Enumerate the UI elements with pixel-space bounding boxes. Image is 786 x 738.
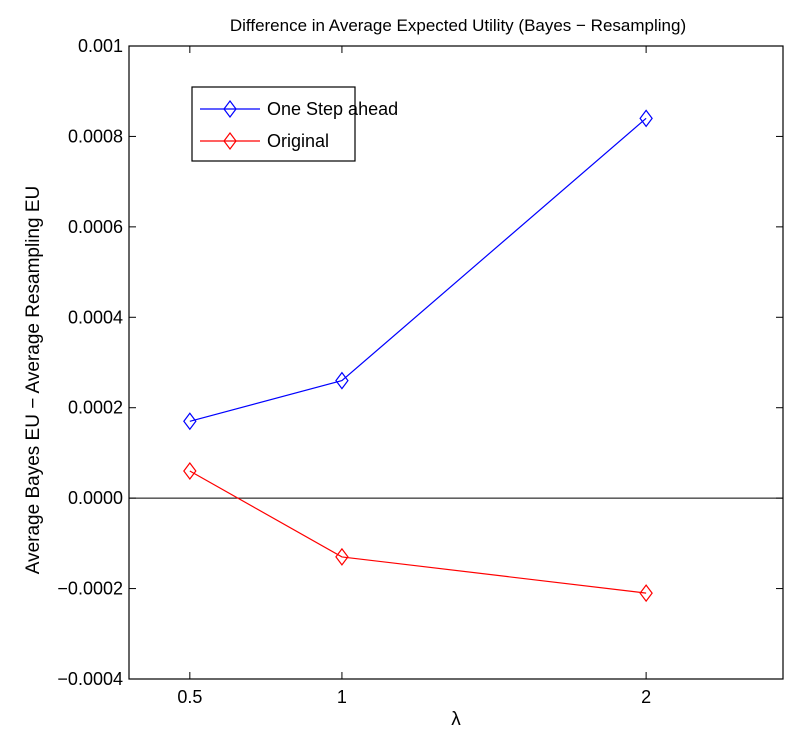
- y-tick-label: −0.0002: [57, 579, 123, 599]
- y-tick-label: 0.0002: [68, 398, 123, 418]
- chart-title: Difference in Average Expected Utility (…: [230, 16, 686, 35]
- y-tick-label: 0.0008: [68, 126, 123, 146]
- legend-label-0: One Step ahead: [267, 99, 398, 119]
- y-axis-label: Average Bayes EU − Average Resampling EU: [23, 186, 44, 575]
- x-tick-label: 2: [641, 687, 651, 707]
- series-line-1: [189, 470, 647, 594]
- series-group: [183, 109, 653, 603]
- legend-box: [191, 86, 356, 162]
- legend-marker-0: [223, 100, 237, 118]
- data-point: [639, 109, 653, 128]
- series-line-0: [189, 117, 647, 422]
- x-tick-label: 1: [337, 687, 347, 707]
- legend: One Step ahead Original: [191, 86, 398, 162]
- data-point: [335, 547, 349, 566]
- axis-ticks: −0.0004 −0.0002 0.0000 0.0002 0.0004 0.0006 0.…: [57, 36, 783, 707]
- data-point: [639, 584, 653, 603]
- x-tick-label: 0.5: [177, 687, 202, 707]
- legend-label-1: Original: [267, 131, 329, 151]
- data-point: [183, 412, 197, 431]
- plot-area: −0.0004 −0.0002 0.0000 0.0002 0.0004 0.0006 0.…: [57, 36, 784, 707]
- y-tick-label: 0.0006: [68, 217, 123, 237]
- legend-marker-1: [223, 132, 237, 150]
- y-tick-label: 0.001: [78, 36, 123, 56]
- x-axis-label: λ: [451, 709, 461, 730]
- y-tick-label: 0.0004: [68, 307, 123, 327]
- data-point: [183, 462, 197, 481]
- y-tick-label: 0.0000: [68, 488, 123, 508]
- data-point: [335, 371, 349, 390]
- y-tick-label: −0.0004: [57, 669, 123, 689]
- plot-frame: [128, 45, 784, 680]
